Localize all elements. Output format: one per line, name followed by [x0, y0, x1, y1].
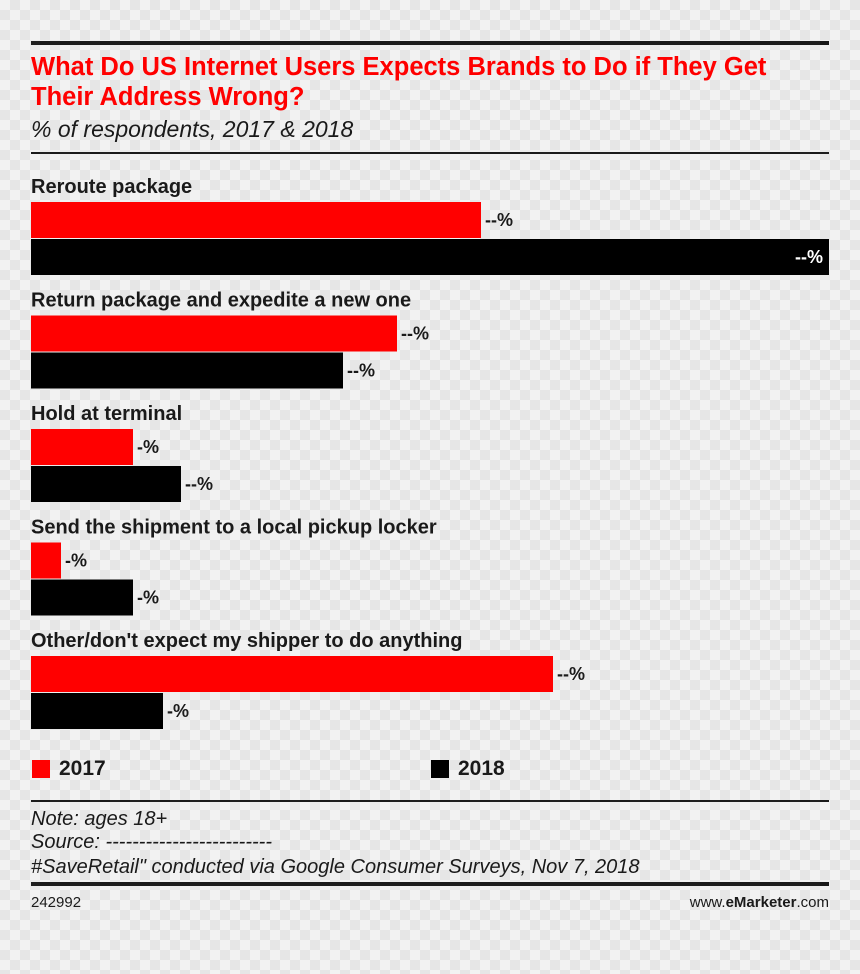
- data-label-2018: --%: [185, 474, 213, 494]
- subtitle-rule: [31, 152, 829, 154]
- note-text: Note: ages 18+: [31, 808, 168, 830]
- category-label: Other/don't expect my shipper to do anyt…: [31, 630, 462, 652]
- bar-2018: [31, 239, 829, 275]
- bar-chart: Reroute package --% --% Return package and …: [31, 176, 829, 729]
- chart-id: 242992: [31, 894, 82, 911]
- category-label: Return package and expedite a new one: [31, 290, 411, 312]
- bar-2017: [31, 429, 133, 465]
- category-label: Hold at terminal: [31, 403, 182, 425]
- bar-2017: [31, 542, 61, 579]
- data-label-2018: -%: [137, 588, 159, 608]
- data-label-2018: --%: [795, 247, 823, 267]
- bar-2017: [31, 656, 553, 692]
- source-detail-text: #SaveRetail" conducted via Google Consum…: [31, 856, 640, 878]
- brand-prefix: www.: [689, 894, 726, 911]
- legend-label-2018: 2018: [458, 757, 505, 780]
- data-label-2018: --%: [347, 361, 375, 381]
- bar-2017: [31, 315, 397, 352]
- data-label-2018: -%: [167, 701, 189, 721]
- legend-swatch-2018: [431, 760, 449, 778]
- legend-2018: 2018: [431, 757, 505, 781]
- bottom-rule: [31, 882, 829, 886]
- brand-suffix: .com: [796, 894, 829, 911]
- chart-title: What Do US Internet Users Expects Brands…: [31, 53, 767, 111]
- legend-label-2017: 2017: [59, 757, 106, 780]
- brand-link[interactable]: www.eMarketer.com: [690, 894, 829, 911]
- chart-subtitle: % of respondents, 2017 & 2018: [31, 116, 354, 142]
- brand-name: eMarketer: [725, 894, 797, 911]
- bar-2018: [31, 352, 343, 389]
- data-label-2017: --%: [401, 324, 429, 344]
- notes-rule: [31, 800, 829, 802]
- bar-2018: [31, 466, 181, 502]
- data-label-2017: -%: [137, 437, 159, 457]
- bar-2018: [31, 579, 133, 616]
- bar-2017: [31, 202, 481, 238]
- top-rule: [31, 41, 829, 45]
- legend-2017: 2017: [32, 757, 106, 781]
- legend-swatch-2017: [32, 760, 50, 778]
- data-label-2017: --%: [485, 210, 513, 230]
- data-label-2017: -%: [65, 551, 87, 571]
- source-text: Source: -------------------------: [31, 831, 272, 853]
- category-label: Send the shipment to a local pickup lock…: [31, 517, 437, 539]
- category-label: Reroute package: [31, 176, 192, 198]
- bar-2018: [31, 693, 163, 729]
- data-label-2017: --%: [557, 664, 585, 684]
